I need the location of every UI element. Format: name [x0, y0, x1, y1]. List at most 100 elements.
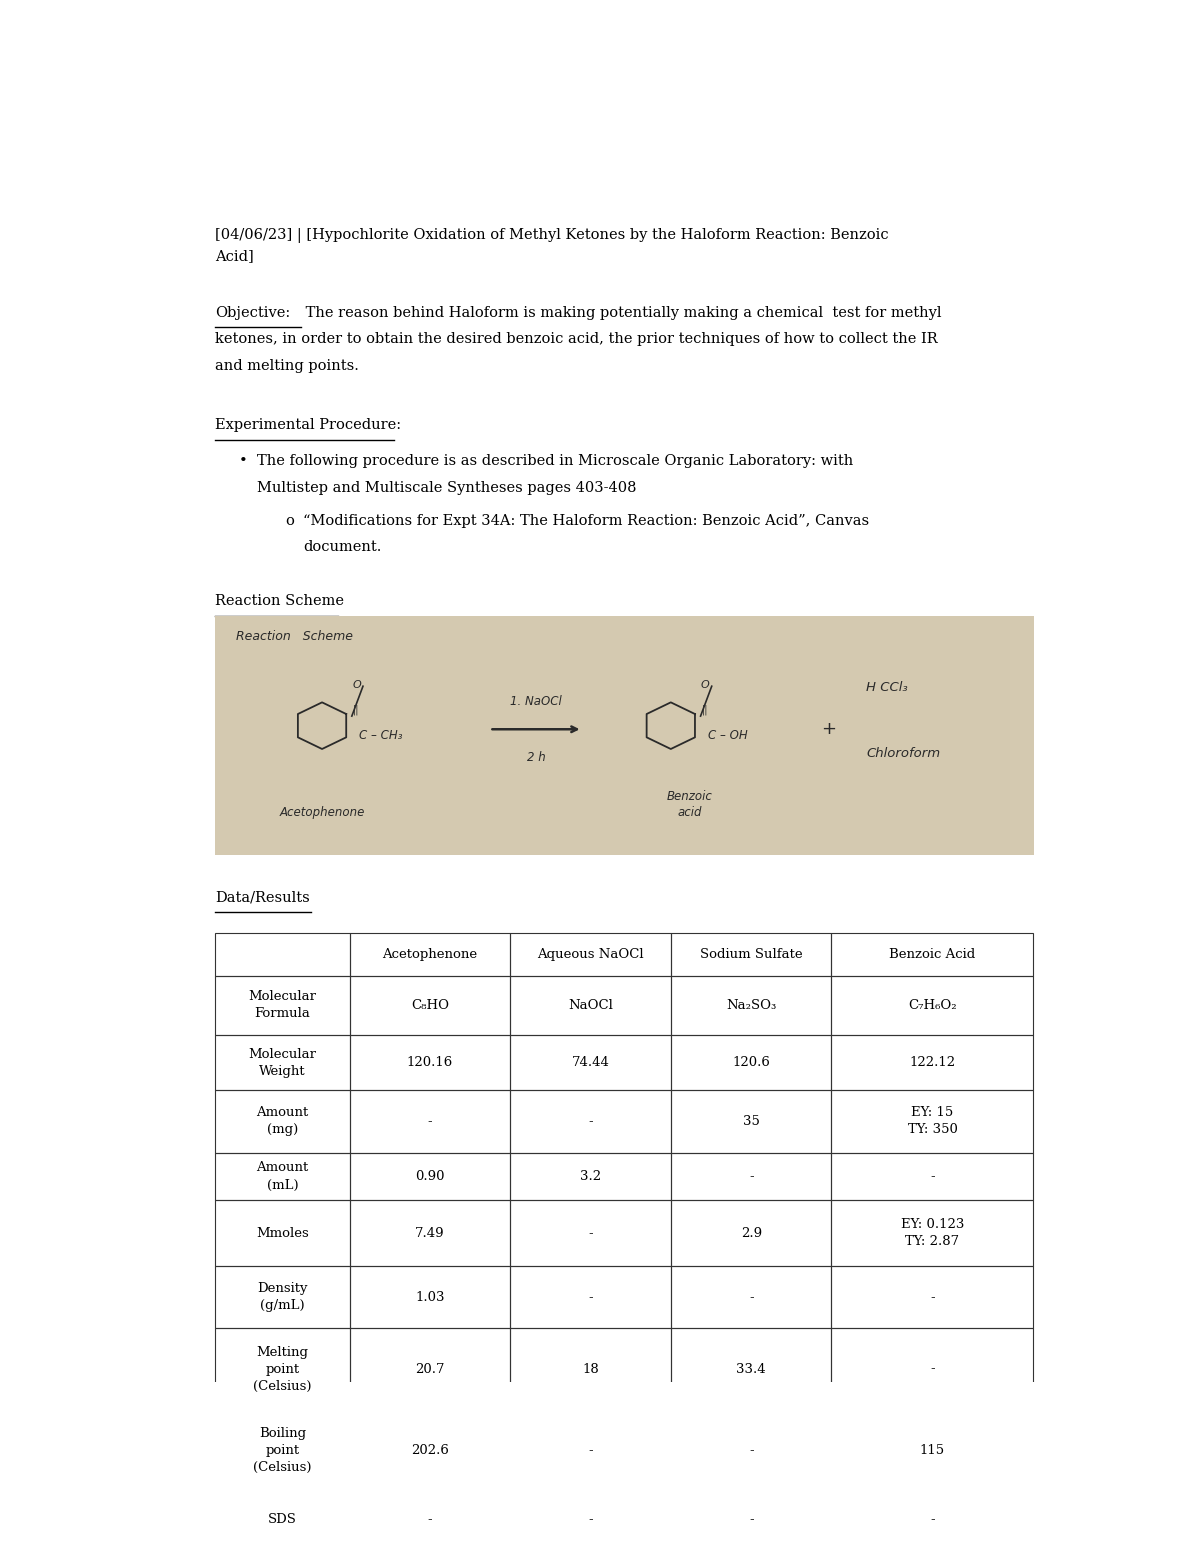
Text: The following procedure is as described in Microscale Organic Laboratory: with: The following procedure is as described …: [257, 453, 853, 467]
Bar: [671, 1200, 832, 1266]
Text: 1. NaOCl: 1. NaOCl: [510, 694, 562, 708]
Text: 1.03: 1.03: [415, 1291, 445, 1305]
Text: C₈HO: C₈HO: [412, 999, 449, 1013]
Bar: [510, 1328, 671, 1410]
Bar: [349, 932, 510, 975]
Text: Reaction Scheme: Reaction Scheme: [215, 595, 344, 609]
Text: -: -: [588, 1227, 593, 1239]
Bar: [832, 1266, 1033, 1328]
Text: Acetophenone: Acetophenone: [280, 806, 365, 818]
Text: ketones, in order to obtain the desired benzoic acid, the prior techniques of ho: ketones, in order to obtain the desired …: [215, 332, 937, 346]
Text: 33.4: 33.4: [737, 1362, 766, 1376]
Text: -: -: [588, 1115, 593, 1127]
Bar: [215, 975, 349, 1036]
Text: Reaction   Scheme: Reaction Scheme: [235, 631, 353, 643]
Text: Sodium Sulfate: Sodium Sulfate: [700, 947, 803, 961]
Text: EY: 15
TY: 350: EY: 15 TY: 350: [907, 1106, 958, 1137]
Bar: [671, 932, 832, 975]
Text: 122.12: 122.12: [910, 1056, 955, 1070]
Text: •: •: [239, 453, 247, 467]
Bar: [349, 1266, 510, 1328]
Text: -: -: [930, 1291, 935, 1305]
Bar: [215, 1410, 349, 1491]
Text: -: -: [427, 1115, 432, 1127]
Text: C – OH: C – OH: [708, 728, 748, 742]
Text: and melting points.: and melting points.: [215, 359, 359, 373]
Text: -: -: [749, 1291, 754, 1305]
Bar: [510, 932, 671, 975]
Text: Aqueous NaOCl: Aqueous NaOCl: [538, 947, 644, 961]
Text: Melting
point
(Celsius): Melting point (Celsius): [253, 1345, 312, 1393]
Text: Benzoic
acid: Benzoic acid: [666, 790, 713, 818]
Text: 2 h: 2 h: [527, 750, 545, 764]
Text: 18: 18: [582, 1362, 599, 1376]
Bar: [510, 1491, 671, 1548]
Bar: [510, 1152, 671, 1200]
Bar: [832, 1200, 1033, 1266]
Text: Density
(g/mL): Density (g/mL): [257, 1283, 307, 1312]
Bar: [215, 1200, 349, 1266]
Text: -: -: [930, 1169, 935, 1183]
Text: Boiling
point
(Celsius): Boiling point (Celsius): [253, 1427, 312, 1474]
Text: -: -: [749, 1444, 754, 1457]
Text: EY: 0.123
TY: 2.87: EY: 0.123 TY: 2.87: [901, 1218, 964, 1249]
Text: [04/06/23] | [Hypochlorite Oxidation of Methyl Ketones by the Haloform Reaction:: [04/06/23] | [Hypochlorite Oxidation of …: [215, 228, 889, 262]
Bar: [832, 1328, 1033, 1410]
Bar: [671, 1328, 832, 1410]
Bar: [671, 1090, 832, 1152]
Bar: [671, 1152, 832, 1200]
Bar: [215, 1152, 349, 1200]
Text: 115: 115: [920, 1444, 946, 1457]
Bar: [349, 1328, 510, 1410]
Bar: [349, 1036, 510, 1090]
Bar: [510, 1200, 671, 1266]
Text: 2.9: 2.9: [740, 1227, 762, 1239]
Text: “Modifications for Expt 34A: The Haloform Reaction: Benzoic Acid”, Canvas: “Modifications for Expt 34A: The Halofor…: [304, 514, 870, 528]
Bar: [671, 975, 832, 1036]
Bar: [349, 1491, 510, 1548]
Text: Experimental Procedure:: Experimental Procedure:: [215, 418, 401, 432]
Text: C – CH₃: C – CH₃: [359, 728, 403, 742]
Bar: [215, 615, 1033, 854]
Bar: [349, 1090, 510, 1152]
Text: -: -: [588, 1444, 593, 1457]
Bar: [215, 1328, 349, 1410]
Text: The reason behind Haloform is making potentially making a chemical  test for met: The reason behind Haloform is making pot…: [301, 306, 941, 320]
Text: Chloroform: Chloroform: [866, 747, 941, 759]
Text: NaOCl: NaOCl: [568, 999, 613, 1013]
Bar: [215, 932, 349, 975]
Text: O: O: [701, 680, 709, 690]
Text: 120.6: 120.6: [732, 1056, 770, 1070]
Bar: [349, 1410, 510, 1491]
Text: -: -: [588, 1513, 593, 1527]
Text: Amount
(mg): Amount (mg): [257, 1106, 308, 1137]
Text: O: O: [352, 680, 361, 690]
Text: 7.49: 7.49: [415, 1227, 445, 1239]
Bar: [215, 1491, 349, 1548]
Text: Na₂SO₃: Na₂SO₃: [726, 999, 776, 1013]
Bar: [671, 1410, 832, 1491]
Text: Data/Results: Data/Results: [215, 891, 310, 905]
Text: SDS: SDS: [268, 1513, 296, 1527]
Bar: [832, 1152, 1033, 1200]
Bar: [671, 1036, 832, 1090]
Text: 0.90: 0.90: [415, 1169, 445, 1183]
Text: Objective:: Objective:: [215, 306, 290, 320]
Bar: [510, 1036, 671, 1090]
Text: 74.44: 74.44: [571, 1056, 610, 1070]
Bar: [832, 1410, 1033, 1491]
Bar: [349, 1152, 510, 1200]
Bar: [832, 1491, 1033, 1548]
Bar: [510, 975, 671, 1036]
Text: -: -: [749, 1513, 754, 1527]
Text: Mmoles: Mmoles: [256, 1227, 308, 1239]
Text: Multistep and Multiscale Syntheses pages 403-408: Multistep and Multiscale Syntheses pages…: [257, 480, 636, 494]
Text: 202.6: 202.6: [412, 1444, 449, 1457]
Bar: [832, 932, 1033, 975]
Text: ||: ||: [353, 705, 359, 716]
Text: -: -: [588, 1291, 593, 1305]
Text: -: -: [930, 1513, 935, 1527]
Bar: [215, 1090, 349, 1152]
Text: document.: document.: [304, 540, 382, 554]
Bar: [510, 1410, 671, 1491]
